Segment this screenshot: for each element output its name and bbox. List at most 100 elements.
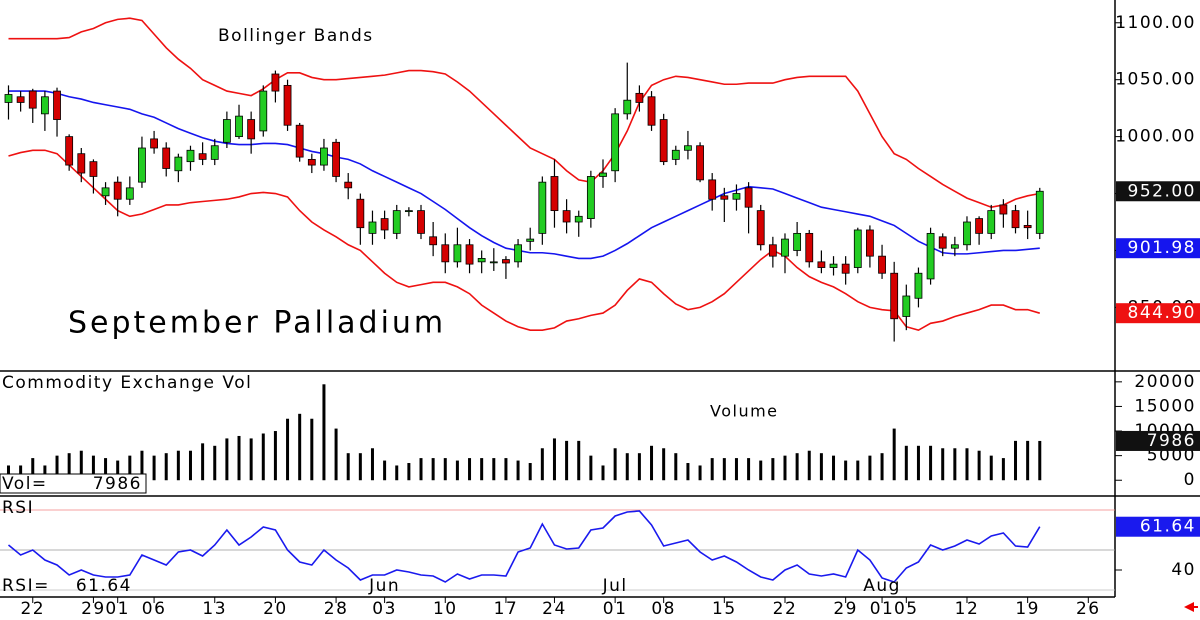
volume-bar bbox=[747, 458, 751, 481]
volume-bar bbox=[662, 448, 666, 481]
volume-bar bbox=[1038, 440, 1042, 481]
volume-bar bbox=[407, 463, 411, 481]
candle-body bbox=[283, 84, 292, 126]
x-tick-label: 28 bbox=[324, 599, 349, 619]
y-tick-label: 1000.00 bbox=[1115, 127, 1196, 147]
x-tick-label: 03 bbox=[372, 599, 397, 619]
candle-body bbox=[659, 119, 668, 163]
volume-bar bbox=[722, 458, 726, 481]
candle-body bbox=[805, 232, 814, 263]
candle-body bbox=[550, 176, 559, 212]
candle-body bbox=[368, 221, 377, 234]
volume-bar bbox=[298, 413, 302, 481]
value-box bbox=[1116, 181, 1200, 202]
volume-bar bbox=[152, 455, 156, 481]
volume-bar bbox=[698, 465, 702, 481]
x-tick-label: 29 bbox=[81, 599, 106, 619]
candle-body bbox=[295, 124, 304, 158]
volume-bar bbox=[116, 460, 120, 481]
candle-body bbox=[271, 73, 280, 92]
volume-bar bbox=[249, 438, 253, 481]
candle-body bbox=[1035, 190, 1044, 234]
value-box-label: 952.00 bbox=[1128, 181, 1196, 201]
volume-bar bbox=[795, 453, 799, 481]
candle-body bbox=[975, 218, 984, 234]
candle-body bbox=[477, 258, 486, 263]
candle-body bbox=[914, 272, 923, 299]
candle-body bbox=[150, 138, 158, 149]
volume-bar bbox=[334, 428, 338, 481]
volume-bar bbox=[771, 458, 775, 481]
volume-bar bbox=[1026, 440, 1030, 481]
volume-bar bbox=[225, 438, 229, 481]
candle-body bbox=[210, 145, 219, 160]
candle-body bbox=[611, 113, 620, 172]
volume-bar bbox=[273, 431, 277, 481]
volume-bar bbox=[540, 448, 544, 481]
candle-body bbox=[635, 92, 644, 103]
volume-bar bbox=[468, 458, 472, 481]
value-box-label: 901.98 bbox=[1128, 238, 1196, 258]
candle-body bbox=[756, 210, 765, 246]
candle-body bbox=[781, 238, 789, 257]
volume-bar bbox=[492, 458, 496, 481]
candle-body bbox=[222, 119, 231, 143]
volume-bar bbox=[625, 453, 629, 481]
candle-body bbox=[138, 147, 146, 183]
value-box bbox=[1116, 303, 1200, 324]
volume-bar bbox=[310, 418, 314, 481]
chart-subtitle: September Palladium bbox=[68, 306, 446, 341]
volume-bar bbox=[577, 440, 581, 481]
volume-bar bbox=[237, 435, 241, 481]
volume-bar bbox=[637, 453, 641, 481]
candle-body bbox=[671, 149, 680, 160]
candle-body bbox=[380, 218, 389, 231]
x-tick-label: 22 bbox=[20, 599, 45, 619]
candle-body bbox=[623, 99, 632, 115]
volume-bar bbox=[128, 455, 132, 481]
volume-bar bbox=[188, 450, 192, 481]
candle-body bbox=[40, 96, 49, 115]
volume-bar bbox=[892, 428, 896, 481]
volume-bar bbox=[844, 460, 848, 481]
y-tick-label: 1050.00 bbox=[1115, 70, 1196, 90]
volume-bar bbox=[443, 458, 447, 481]
x-tick-label: 01 bbox=[870, 599, 895, 619]
candle-body bbox=[65, 136, 74, 166]
volume-bar bbox=[176, 450, 180, 481]
candle-body bbox=[502, 259, 510, 264]
candle-body bbox=[101, 187, 110, 197]
candle-body bbox=[586, 176, 595, 219]
candle-body bbox=[999, 204, 1008, 215]
month-label: Jun bbox=[368, 576, 400, 596]
volume-bar bbox=[19, 465, 23, 481]
candle-body bbox=[793, 232, 802, 251]
value-box-label: 844.90 bbox=[1128, 303, 1196, 323]
y-tick-label: 40 bbox=[1171, 560, 1196, 580]
x-tick-label: 19 bbox=[1015, 599, 1040, 619]
candle-body bbox=[125, 187, 134, 200]
month-label: Jul bbox=[602, 576, 628, 596]
candle-body bbox=[841, 263, 850, 274]
volume-bar bbox=[565, 440, 569, 481]
candle-body bbox=[950, 244, 959, 249]
volume-bar bbox=[953, 448, 957, 481]
y-tick-label: 15000 bbox=[1134, 396, 1196, 416]
candle-body bbox=[186, 149, 195, 163]
volume-bar bbox=[965, 448, 969, 481]
volume-bar bbox=[480, 458, 484, 481]
volume-bar bbox=[431, 458, 435, 481]
y-tick-label: 1100.00 bbox=[1115, 13, 1196, 33]
candle-body bbox=[938, 236, 947, 249]
x-tick-label: 10 bbox=[433, 599, 458, 619]
volume-bar bbox=[868, 455, 872, 481]
value-box bbox=[1116, 430, 1200, 451]
volume-bar bbox=[419, 458, 423, 481]
volume-bar bbox=[734, 458, 738, 481]
readout-value: 7986 bbox=[93, 474, 142, 494]
month-label: Aug bbox=[863, 576, 901, 596]
readout-value: 61.64 bbox=[76, 576, 132, 596]
candle-body bbox=[28, 90, 37, 109]
